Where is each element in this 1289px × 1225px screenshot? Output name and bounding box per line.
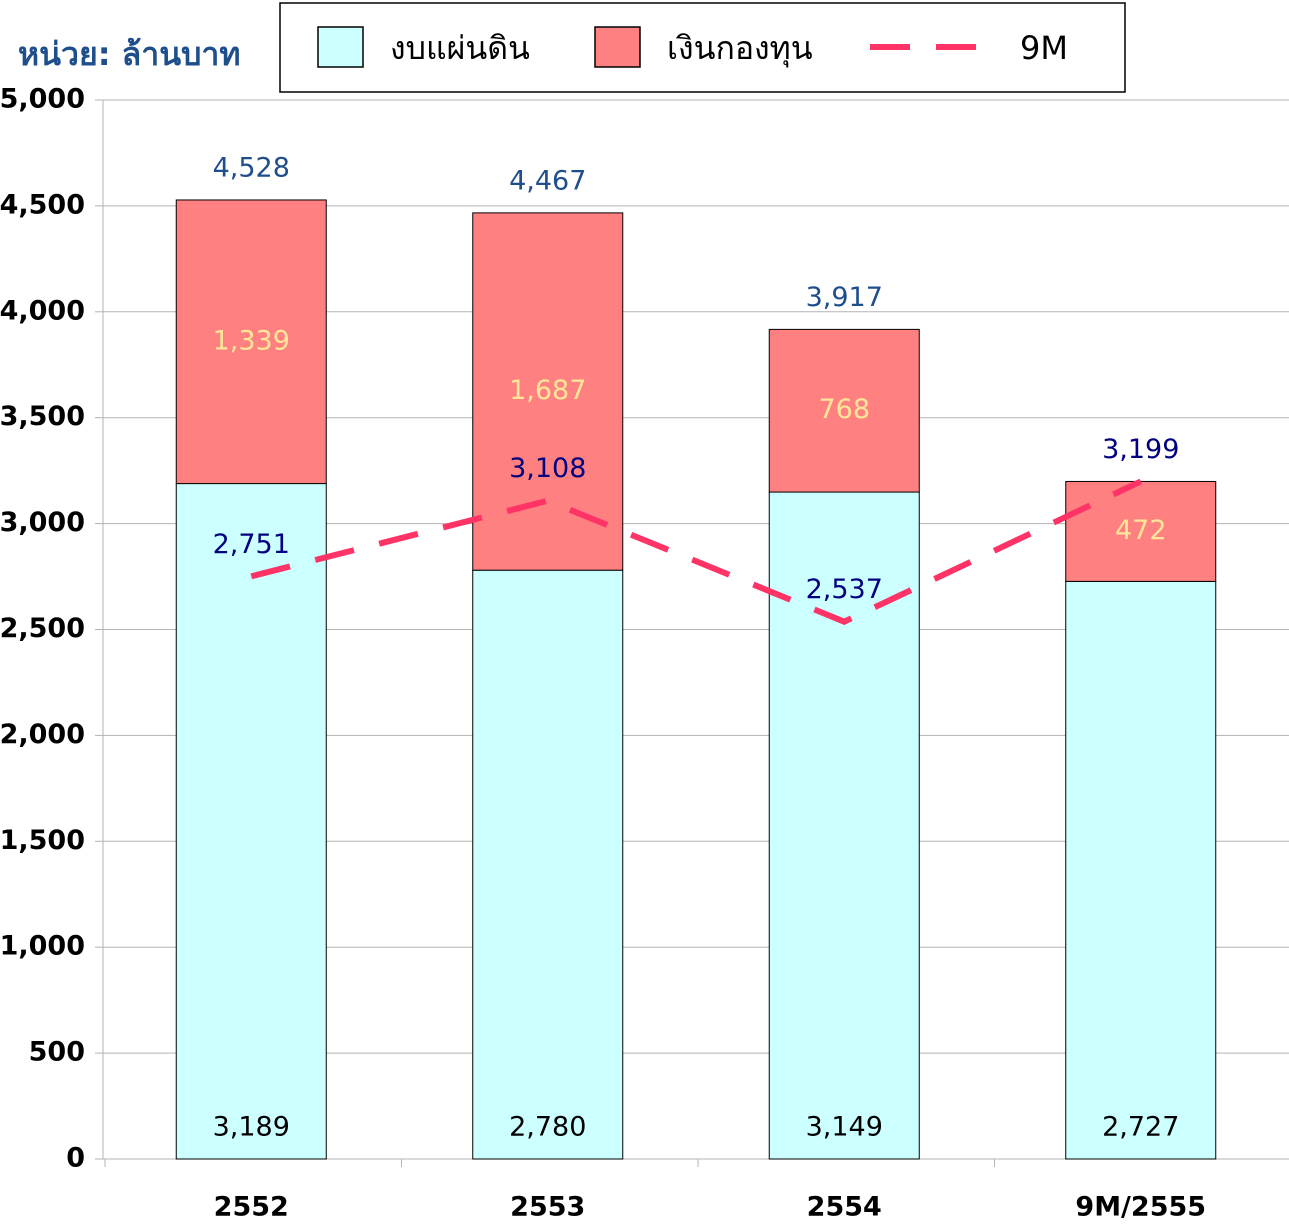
bar-segment (1065, 480, 1217, 582)
data-label: 3,149 (806, 1112, 883, 1143)
x-tick-label: 2552 (214, 1192, 289, 1223)
line-label: 3,199 (1102, 434, 1179, 465)
y-tick-label: 500 (29, 1037, 85, 1068)
x-tick-label: 9M/2555 (1075, 1192, 1206, 1223)
bar-segment (472, 569, 624, 1160)
x-tick-label: 2554 (807, 1192, 882, 1223)
data-label: 2,780 (509, 1112, 586, 1143)
total-label: 4,467 (509, 165, 586, 196)
y-tick-label: 2,000 (0, 719, 85, 750)
line-label: 2,751 (213, 529, 290, 560)
line-label: 2,537 (806, 574, 883, 605)
data-label: 1,687 (509, 375, 586, 406)
y-tick-label: 1,000 (0, 931, 85, 962)
line-label: 3,108 (509, 453, 586, 484)
y-tick-label: 4,000 (0, 295, 85, 326)
bar-segment (472, 212, 624, 571)
y-tick-label: 5,000 (0, 84, 85, 115)
legend-box (279, 2, 1126, 93)
data-label: 3,189 (213, 1112, 290, 1143)
bar-segment (175, 483, 327, 1160)
y-tick-label: 3,000 (0, 507, 85, 538)
total-label: 3,917 (806, 282, 883, 313)
line-series (250, 478, 1143, 625)
data-label: 472 (1115, 515, 1167, 546)
legend-swatch (594, 26, 641, 68)
data-label: 1,339 (213, 325, 290, 356)
unit-label: หน่วย: ล้านบาท (18, 35, 240, 73)
x-tick-label: 2553 (510, 1192, 585, 1223)
y-tick-label: 0 (66, 1143, 85, 1174)
y-tick-label: 1,500 (0, 825, 85, 856)
data-label: 768 (818, 394, 870, 425)
legend-label: เงินกองทุน (667, 29, 813, 68)
bar-segment (1065, 580, 1217, 1160)
y-tick-label: 3,500 (0, 401, 85, 432)
total-label: 4,528 (213, 152, 290, 183)
y-tick-label: 2,500 (0, 613, 85, 644)
legend-label: งบแผ่นดิน (390, 29, 530, 67)
bar-segment (175, 199, 327, 485)
data-label: 2,727 (1102, 1112, 1179, 1143)
y-tick-label: 4,500 (0, 189, 85, 220)
legend-label: 9M (1020, 29, 1068, 67)
bar-segment (768, 328, 920, 493)
legend-swatch (317, 26, 364, 68)
